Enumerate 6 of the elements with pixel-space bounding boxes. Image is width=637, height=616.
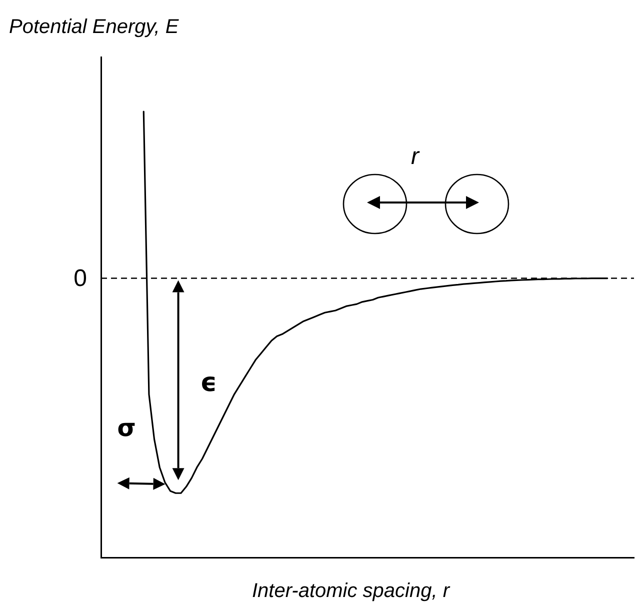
annotation: σ (117, 414, 136, 442)
y-axis-title: Potential Energy, E (9, 16, 179, 39)
x-axis-title: Inter-atomic spacing, r (252, 580, 450, 603)
annotation: r (411, 143, 419, 170)
annotation: ϵ (200, 368, 218, 398)
ref-line-label: 0 (74, 264, 87, 292)
